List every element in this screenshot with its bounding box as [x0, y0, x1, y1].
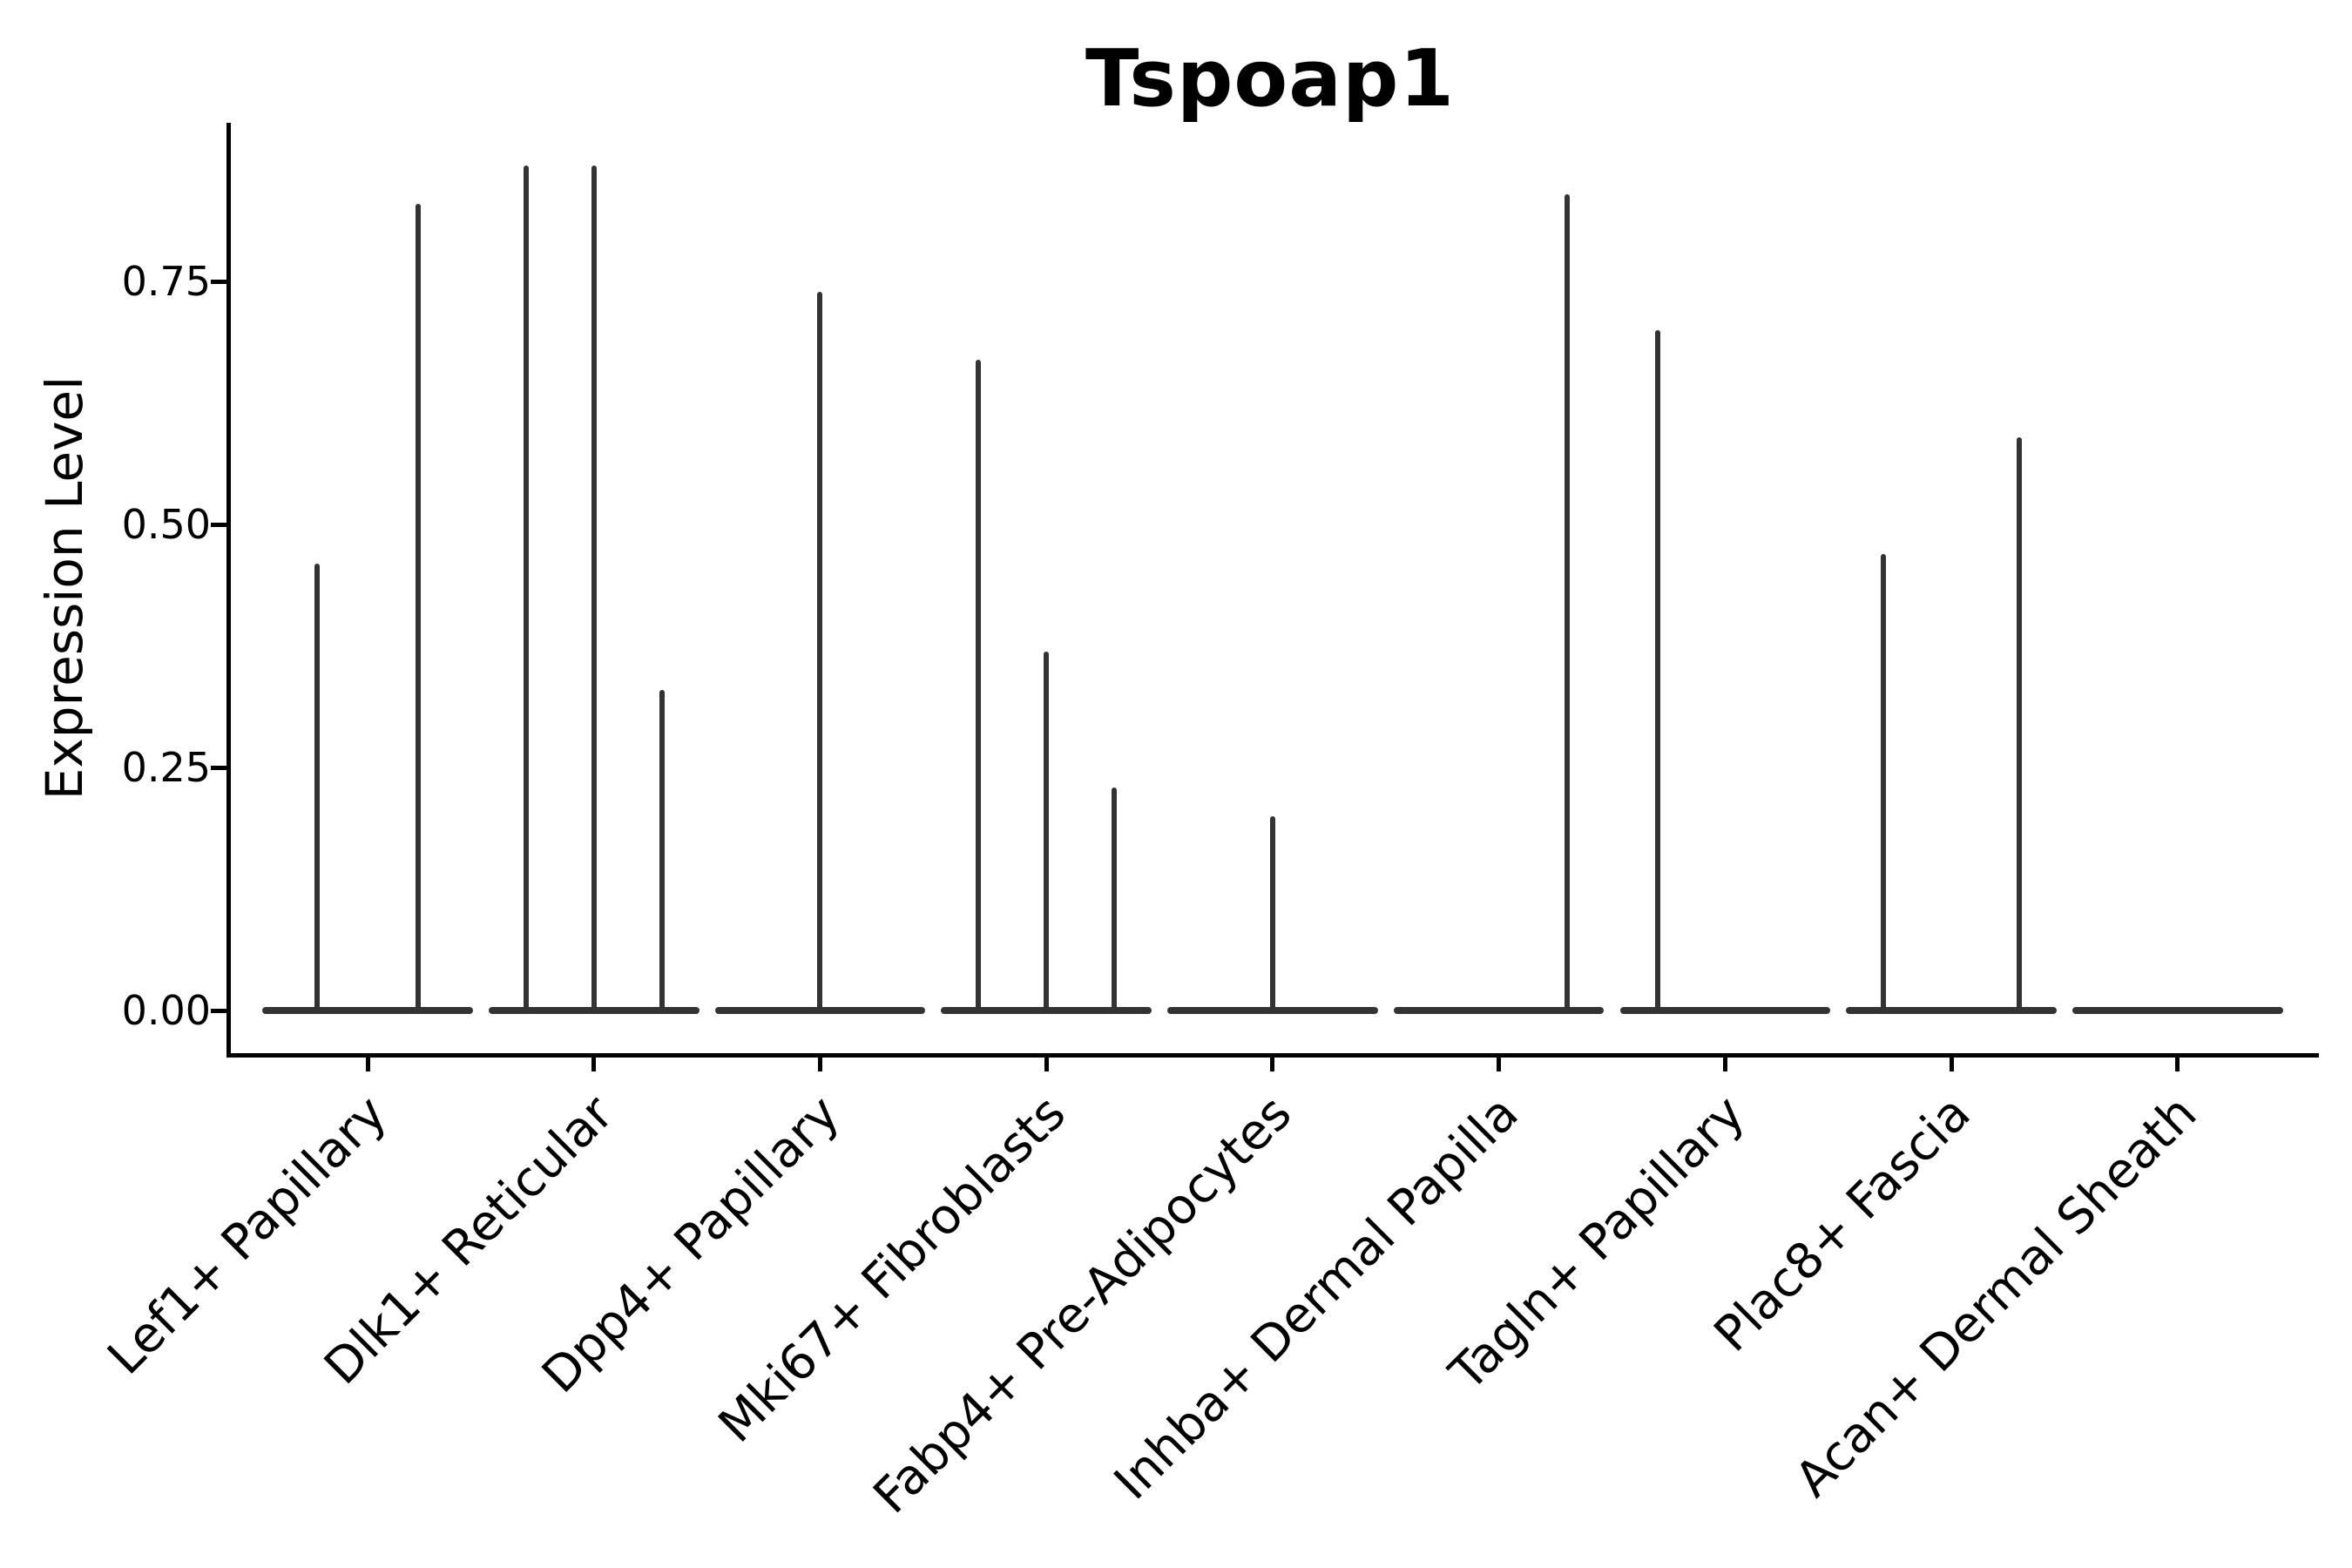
violin-base: [262, 1007, 473, 1015]
x-tick: [1722, 1058, 1727, 1071]
x-tick: [817, 1058, 822, 1071]
y-tick: [211, 765, 226, 770]
plot-area: 0.00 0.25 0.50 0.75 Lef1+ Papillary Dlk1+ Ret…: [97, 123, 2319, 1524]
y-tick-label: 0.25: [121, 744, 211, 792]
x-tick: [2175, 1058, 2180, 1071]
violin-spike: [1269, 816, 1275, 1011]
x-tick-label: Fabp4+ Pre-Adipocytes: [862, 1085, 1303, 1525]
y-tick-label: 0.75: [121, 258, 211, 306]
y-tick: [211, 1008, 226, 1013]
y-tick-label: 0.00: [121, 987, 211, 1035]
x-tick: [1497, 1058, 1502, 1071]
x-tick: [591, 1058, 597, 1071]
violin-spike: [1044, 651, 1050, 1011]
x-tick: [1949, 1058, 1954, 1071]
violin-base: [2072, 1007, 2283, 1015]
y-tick: [211, 279, 226, 284]
violin-spike: [1881, 553, 1887, 1011]
violin-base: [714, 1007, 926, 1015]
x-tick: [1270, 1058, 1275, 1071]
violin-base: [1393, 1007, 1605, 1015]
x-tick-label: Inhba+ Dermal Papilla: [1103, 1085, 1530, 1511]
violin-base: [941, 1007, 1152, 1015]
y-axis-label: Expression Level: [35, 375, 94, 801]
violin-spike: [976, 359, 982, 1011]
violin-base: [1167, 1007, 1378, 1015]
violin-spike: [1112, 787, 1118, 1011]
x-tick: [1044, 1058, 1049, 1071]
violin-base: [488, 1007, 700, 1015]
violin-base: [1846, 1007, 2057, 1015]
plot-title: Tspoap1: [1085, 33, 1456, 125]
x-tick: [365, 1058, 370, 1071]
violin-spike: [659, 690, 665, 1011]
violin-spike: [1654, 330, 1660, 1011]
violin-spike: [523, 165, 529, 1011]
violin-spike: [1564, 194, 1570, 1011]
y-tick-label: 0.50: [121, 501, 211, 549]
violin-base: [1619, 1007, 1831, 1015]
violin-spike: [2017, 437, 2023, 1011]
violin-spike: [591, 165, 597, 1011]
violin-spike: [817, 291, 823, 1011]
x-tick-label: Acan+ Dermal Sheath: [1784, 1085, 2208, 1509]
violin-spike: [416, 204, 422, 1011]
y-tick: [211, 522, 226, 527]
violin-spike: [314, 564, 320, 1011]
